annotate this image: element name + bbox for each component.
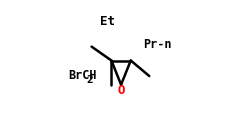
Text: O: O bbox=[117, 84, 125, 97]
Text: 2: 2 bbox=[87, 75, 93, 85]
Text: BrCH: BrCH bbox=[68, 68, 96, 82]
Text: Pr-n: Pr-n bbox=[143, 38, 171, 51]
Text: Et: Et bbox=[100, 15, 115, 28]
